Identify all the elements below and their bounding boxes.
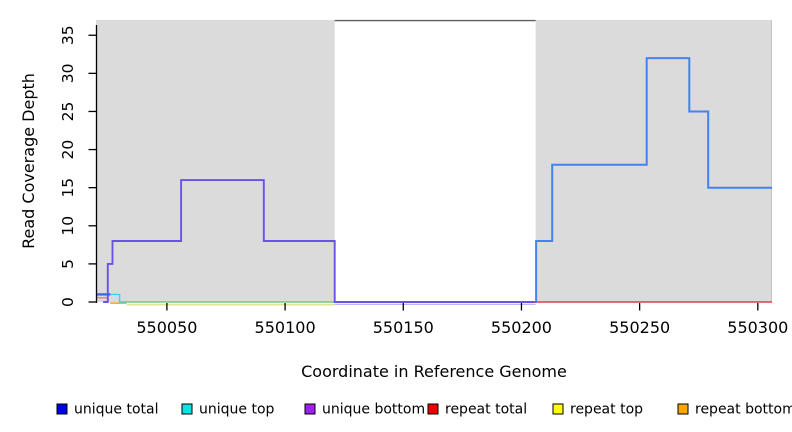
x-tick-label: 550300 bbox=[727, 318, 788, 337]
plot-borders bbox=[334, 19, 772, 302]
y-tick-label: 25 bbox=[59, 102, 77, 122]
x-tick-label: 550200 bbox=[491, 318, 552, 337]
legend-swatch bbox=[304, 403, 316, 415]
y-tick-label: 0 bbox=[59, 297, 77, 307]
x-tick-label: 550150 bbox=[373, 318, 434, 337]
y-tick-label: 5 bbox=[59, 259, 77, 269]
x-tick-label: 550050 bbox=[136, 318, 197, 337]
y-tick-label: 35 bbox=[59, 25, 77, 45]
unique-top-start bbox=[104, 293, 126, 303]
x-tick-label: 550100 bbox=[255, 318, 316, 337]
legend-item: repeat bottom bbox=[677, 402, 792, 418]
legend-label: repeat total bbox=[445, 402, 527, 418]
unique-total-main-line bbox=[535, 57, 772, 303]
legend-item: unique total bbox=[56, 402, 158, 418]
y-tick-label: 10 bbox=[59, 216, 77, 236]
y-tick-label: 30 bbox=[59, 63, 77, 83]
legend-label: repeat bottom bbox=[695, 402, 792, 418]
axes: 0 5 10 15 20 25 30 35 550050 550100 550150 550200 55… bbox=[59, 25, 788, 337]
legend-swatch bbox=[427, 403, 439, 415]
legend-item: unique top bbox=[181, 402, 275, 418]
legend-label: unique bottom bbox=[322, 402, 425, 418]
x-axis-title: Coordinate in Reference Genome bbox=[301, 362, 567, 381]
legend-label: unique top bbox=[199, 402, 275, 418]
legend-swatch bbox=[181, 403, 193, 415]
y-axis-title: Read Coverage Depth bbox=[19, 73, 38, 249]
shaded-regions bbox=[96, 20, 772, 302]
y-tick-label: 20 bbox=[59, 140, 77, 160]
legend: unique total unique top unique bottom repea… bbox=[56, 402, 792, 418]
y-tick-label: 15 bbox=[59, 178, 77, 198]
legend-swatch bbox=[677, 403, 689, 415]
legend-item: unique bottom bbox=[304, 402, 425, 418]
legend-item: repeat total bbox=[427, 402, 527, 418]
x-tick-label: 550250 bbox=[609, 318, 670, 337]
repeat-region-shading bbox=[535, 20, 772, 302]
unique-bottom-main-line bbox=[103, 179, 537, 303]
repeat-region-shading bbox=[96, 20, 335, 302]
series-lines bbox=[96, 57, 772, 306]
legend-label: repeat top bbox=[570, 402, 643, 418]
legend-swatch bbox=[552, 403, 564, 415]
legend-item: repeat top bbox=[552, 402, 643, 418]
legend-label: unique total bbox=[74, 402, 158, 418]
legend-swatch bbox=[56, 403, 68, 415]
